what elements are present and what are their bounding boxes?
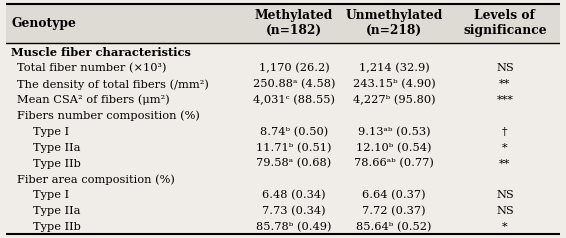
Text: NS: NS xyxy=(496,190,514,200)
Text: Fiber area composition (%): Fiber area composition (%) xyxy=(17,174,175,185)
Text: Muscle fiber characteristics: Muscle fiber characteristics xyxy=(11,47,191,58)
Text: *: * xyxy=(502,222,508,232)
Text: NS: NS xyxy=(496,206,514,216)
Text: Unmethylated
(n=218): Unmethylated (n=218) xyxy=(345,9,443,37)
Text: The density of total fibers (/mm²): The density of total fibers (/mm²) xyxy=(17,79,209,89)
Text: 12.10ᵇ (0.54): 12.10ᵇ (0.54) xyxy=(356,143,432,153)
Text: 243.15ᵇ (4.90): 243.15ᵇ (4.90) xyxy=(353,79,435,89)
Text: ***: *** xyxy=(496,95,513,105)
FancyBboxPatch shape xyxy=(6,4,560,43)
Text: 79.58ᵃ (0.68): 79.58ᵃ (0.68) xyxy=(256,159,332,169)
Text: Type IIb: Type IIb xyxy=(33,159,82,169)
Text: 8.74ᵇ (0.50): 8.74ᵇ (0.50) xyxy=(260,127,328,137)
Text: 11.71ᵇ (0.51): 11.71ᵇ (0.51) xyxy=(256,143,332,153)
Text: 4,227ᵇ (95.80): 4,227ᵇ (95.80) xyxy=(353,95,435,105)
Text: 4,031ᶜ (88.55): 4,031ᶜ (88.55) xyxy=(253,95,335,105)
Text: Levels of
significance: Levels of significance xyxy=(463,9,547,37)
Text: Type IIa: Type IIa xyxy=(33,143,81,153)
Text: 250.88ᵃ (4.58): 250.88ᵃ (4.58) xyxy=(253,79,335,89)
Text: Total fiber number (×10³): Total fiber number (×10³) xyxy=(17,63,166,74)
Text: Fibers number composition (%): Fibers number composition (%) xyxy=(17,111,200,121)
Text: Type IIa: Type IIa xyxy=(33,206,81,216)
Text: 1,214 (32.9): 1,214 (32.9) xyxy=(359,63,430,74)
Text: †: † xyxy=(502,127,508,137)
Text: 7.73 (0.34): 7.73 (0.34) xyxy=(262,206,326,216)
Text: **: ** xyxy=(499,159,511,169)
Text: 6.64 (0.37): 6.64 (0.37) xyxy=(362,190,426,200)
Text: 7.72 (0.37): 7.72 (0.37) xyxy=(362,206,426,216)
Text: 85.64ᵇ (0.52): 85.64ᵇ (0.52) xyxy=(356,222,432,232)
Text: 6.48 (0.34): 6.48 (0.34) xyxy=(262,190,326,200)
Text: **: ** xyxy=(499,79,511,89)
Text: Type I: Type I xyxy=(33,190,70,200)
Text: Genotype: Genotype xyxy=(11,17,76,30)
Text: Type I: Type I xyxy=(33,127,70,137)
Text: NS: NS xyxy=(496,63,514,73)
Text: 85.78ᵇ (0.49): 85.78ᵇ (0.49) xyxy=(256,222,332,232)
Text: Methylated
(n=182): Methylated (n=182) xyxy=(255,9,333,37)
Text: 9.13ᵃᵇ (0.53): 9.13ᵃᵇ (0.53) xyxy=(358,127,430,137)
Text: 1,170 (26.2): 1,170 (26.2) xyxy=(259,63,329,74)
Text: *: * xyxy=(502,143,508,153)
Text: 78.66ᵃᵇ (0.77): 78.66ᵃᵇ (0.77) xyxy=(354,159,434,169)
Text: Type IIb: Type IIb xyxy=(33,222,82,232)
Text: Mean CSA² of fibers (μm²): Mean CSA² of fibers (μm²) xyxy=(17,95,169,105)
